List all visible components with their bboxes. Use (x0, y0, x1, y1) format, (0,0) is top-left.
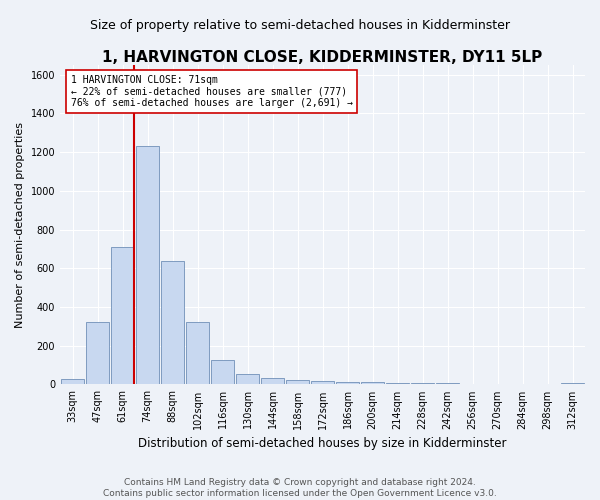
Bar (236, 374, 259, 384)
Bar (86, 322, 109, 384)
Bar (386, 383, 409, 384)
X-axis label: Distribution of semi-detached houses by size in Kidderminster: Distribution of semi-detached houses by … (138, 437, 507, 450)
Bar (311, 380, 334, 384)
Text: Size of property relative to semi-detached houses in Kidderminster: Size of property relative to semi-detach… (90, 20, 510, 32)
Bar (186, 322, 209, 384)
Bar (286, 380, 309, 384)
Bar (561, 383, 584, 384)
Bar (261, 378, 284, 384)
Title: 1, HARVINGTON CLOSE, KIDDERMINSTER, DY11 5LP: 1, HARVINGTON CLOSE, KIDDERMINSTER, DY11… (103, 50, 542, 65)
Bar (211, 360, 234, 384)
Bar (161, 260, 184, 384)
Y-axis label: Number of semi-detached properties: Number of semi-detached properties (15, 122, 25, 328)
Text: 1 HARVINGTON CLOSE: 71sqm
← 22% of semi-detached houses are smaller (777)
76% of: 1 HARVINGTON CLOSE: 71sqm ← 22% of semi-… (71, 74, 353, 108)
Bar (61, 378, 84, 384)
Bar (111, 247, 134, 384)
Bar (136, 146, 159, 384)
Bar (336, 382, 359, 384)
Text: Contains HM Land Registry data © Crown copyright and database right 2024.
Contai: Contains HM Land Registry data © Crown c… (103, 478, 497, 498)
Bar (361, 382, 384, 384)
